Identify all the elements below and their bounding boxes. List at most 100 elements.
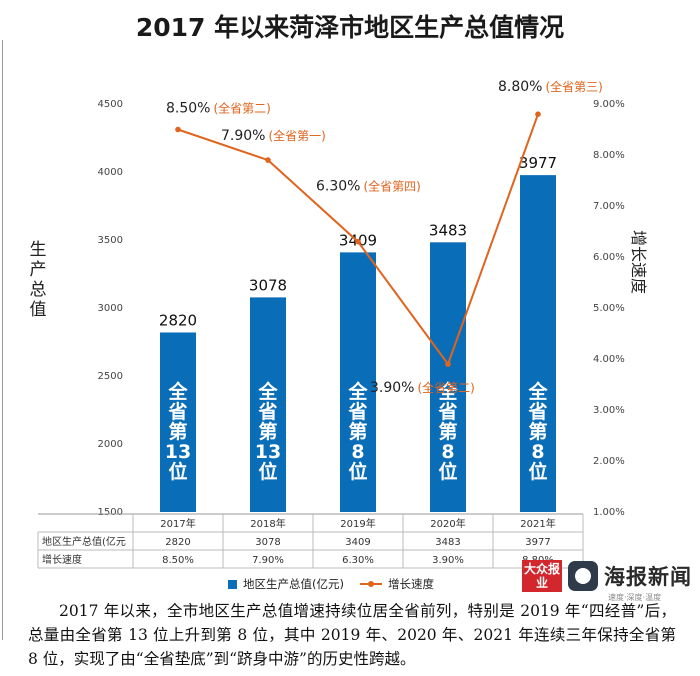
x-tick-label: 2021年 — [520, 517, 555, 530]
bar — [160, 332, 196, 512]
table-row-label: 地区生产总值(亿元 — [42, 535, 126, 548]
chart-title: 2017 年以来菏泽市地区生产总值情况 — [135, 13, 565, 42]
bar-rank-text: 第 — [258, 420, 277, 443]
bar-rank-text: 省 — [437, 401, 457, 423]
x-tick-label: 2020年 — [430, 517, 465, 530]
bar-rank-text: 全 — [437, 380, 458, 403]
bar-rank-text: 位 — [348, 460, 367, 483]
y-tick-right: 4.00% — [593, 354, 625, 365]
bar-rank-text: 第 — [348, 420, 367, 443]
bar-rank-text: 位 — [168, 460, 187, 483]
growth-rank-note: (全省第三) — [545, 79, 602, 94]
y-tick-right: 2.00% — [593, 456, 625, 467]
y-tick-right: 9.00% — [593, 99, 625, 110]
growth-value-label: 8.80% (全省第三) — [498, 79, 603, 95]
bar — [520, 175, 556, 513]
growth-value-label: 3.90% (全省第二) — [370, 380, 475, 396]
bar-rank-text: 省 — [527, 401, 547, 423]
table-cell: 3977 — [525, 537, 550, 548]
y-tick-left: 4000 — [98, 167, 123, 178]
bar — [430, 242, 466, 512]
y-tick-right: 7.00% — [593, 201, 625, 212]
growth-point — [535, 111, 541, 117]
y-tick-left: 4500 — [98, 99, 123, 110]
table-cell: 3409 — [345, 537, 370, 548]
y-tick-left: 1500 — [98, 507, 123, 518]
growth-value: 8.50% — [166, 101, 210, 117]
dazhong-logo: 大众报业 — [522, 560, 562, 592]
bar-rank-text: 全 — [347, 380, 368, 403]
bar-rank-text: 13 — [165, 441, 191, 463]
bar — [340, 252, 376, 512]
bar-value-label: 3977 — [519, 154, 557, 172]
table-cell: 3078 — [255, 537, 280, 548]
logo-subtitle: 速度·深度·温度 — [608, 593, 662, 602]
y-tick-right: 8.00% — [593, 150, 625, 161]
growth-value-label: 6.30% (全省第四) — [316, 179, 421, 195]
y-tick-left: 3000 — [98, 303, 123, 314]
y-tick-left: 3500 — [98, 235, 123, 246]
table-cell: 6.30% — [342, 555, 374, 566]
bar-rank-text: 省 — [257, 401, 277, 423]
bar-value-label: 2820 — [159, 311, 197, 329]
bar-rank-text: 8 — [351, 441, 364, 463]
y-tick-left: 2000 — [98, 439, 123, 450]
table-cell: 8.50% — [162, 555, 194, 566]
y-axis-label-left: 生产总值 — [29, 240, 47, 320]
growth-rank-note: (全省第二) — [213, 101, 270, 116]
chart-legend: 地区生产总值(亿元) 增长速度 — [228, 576, 434, 592]
gdp-chart: 1500 2000 2500 3000 3500 4000 4500 1.00% 2.00% 3.… — [37, 79, 625, 569]
bar-rank-text: 省 — [347, 401, 367, 423]
growth-rank-note: (全省第四) — [363, 179, 420, 194]
growth-rank-note: (全省第二) — [417, 380, 474, 395]
growth-value: 8.80% — [498, 79, 542, 95]
legend-line-swatch — [359, 581, 382, 587]
growth-value-label: 7.90% (全省第一) — [221, 128, 326, 144]
table-cell: 7.90% — [252, 555, 284, 566]
legend-bar-label: 地区生产总值(亿元) — [243, 577, 344, 591]
table-row-label: 增长速度 — [42, 553, 82, 566]
bar-rank-text: 8 — [441, 441, 454, 463]
growth-value: 3.90% — [370, 380, 414, 396]
y-tick-right: 3.00% — [593, 405, 625, 416]
brand-logo: 大众报业 海报新闻 — [522, 560, 692, 592]
bar-rank-text: 位 — [258, 460, 277, 483]
bar-rank-text: 13 — [255, 441, 281, 463]
bird-icon — [568, 561, 598, 591]
bar-rank-text: 第 — [438, 420, 457, 443]
bar-rank-text: 省 — [167, 401, 187, 423]
growth-point — [175, 126, 181, 133]
y-tick-right: 6.00% — [593, 252, 625, 263]
growth-point — [265, 157, 271, 163]
table-cell: 2820 — [165, 537, 190, 548]
bar-rank-text: 全 — [167, 380, 188, 403]
bar-rank-text: 第 — [168, 420, 187, 443]
page-left-rule — [2, 40, 3, 640]
growth-value: 7.90% — [221, 128, 265, 144]
bar-value-label: 3078 — [249, 276, 287, 294]
legend-bar-swatch — [228, 579, 237, 589]
table-cell: 3483 — [435, 537, 460, 548]
bar-rank-text: 全 — [527, 380, 548, 403]
bar-value-label: 3483 — [429, 221, 467, 239]
growth-rank-note: (全省第一) — [268, 128, 325, 143]
x-tick-label: 2018年 — [250, 517, 285, 530]
bar-rank-text: 位 — [438, 460, 457, 483]
y-tick-left: 2500 — [98, 371, 123, 382]
caption-paragraph: 2017 年以来，全市地区生产总值增速持续位居全省前列，特别是 2019 年“四… — [28, 602, 676, 668]
x-tick-label: 2017年 — [160, 517, 195, 530]
bar — [250, 297, 286, 512]
growth-value: 6.30% — [316, 179, 360, 195]
table-cell: 3.90% — [432, 555, 464, 566]
y-tick-right: 5.00% — [593, 303, 625, 314]
bar-rank-text: 位 — [528, 460, 547, 483]
bar-rank-text: 第 — [528, 420, 547, 443]
growth-point — [445, 361, 451, 367]
y-tick-right: 1.00% — [593, 507, 625, 518]
bar-rank-text: 8 — [531, 441, 544, 463]
legend-line-label: 增长速度 — [387, 577, 434, 591]
growth-value-label: 8.50% (全省第二) — [166, 101, 271, 117]
bar-rank-text: 全 — [257, 380, 278, 403]
logo-name: 海报新闻 — [604, 565, 692, 589]
x-tick-label: 2019年 — [340, 517, 375, 530]
